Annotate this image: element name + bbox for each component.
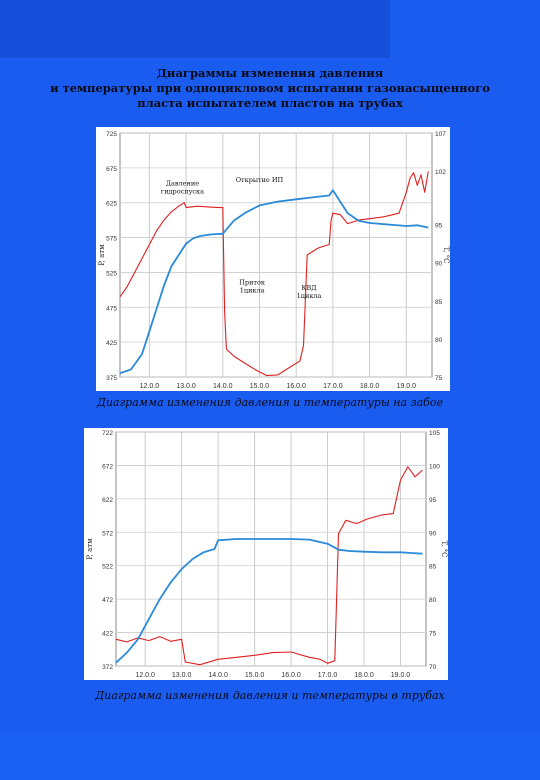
y2-tick-label: 70	[429, 664, 437, 671]
y-tick-label: 725	[106, 131, 117, 138]
plot-area	[115, 431, 427, 667]
y2-tick-label: 80	[435, 337, 443, 344]
y2-tick-label: 75	[429, 631, 437, 638]
x-tick-label: 12.0.0	[140, 383, 160, 390]
x-tick-label: 19.0.0	[397, 383, 417, 390]
y-tick-label: 522	[102, 564, 113, 571]
temperature-series-line	[119, 189, 429, 375]
y2-tick-label: 75	[435, 375, 443, 382]
x-tick-label: 14.0.0	[213, 383, 233, 390]
y2-tick-label: 102	[435, 169, 446, 176]
chart-annotation: Открытие ИП	[236, 176, 284, 184]
y2-tick-label: 107	[435, 131, 446, 138]
y2-tick-label: 90	[435, 261, 443, 268]
chart-annotation: Приток 1цикла	[239, 278, 265, 294]
x-tick-label: 18.0.0	[360, 383, 380, 390]
y2-tick-label: 100	[429, 463, 440, 470]
y-tick-label: 425	[106, 340, 117, 347]
bottom-decor-block	[0, 732, 540, 780]
y-tick-label: 722	[102, 430, 113, 437]
y-tick-label: 472	[102, 597, 113, 604]
y2-tick-label: 95	[435, 223, 443, 230]
title-line-1: Диаграммы изменения давления	[156, 66, 384, 80]
y2-tick-label: 90	[429, 530, 437, 537]
y-tick-label: 575	[106, 236, 117, 243]
top-decor-block	[0, 0, 390, 58]
chart-bottomhole: 12.0.0 13.0.0 14.0.0 15.0.0 16.0.0 17.0.0 18.0…	[96, 127, 450, 391]
x-tick-label: 19.0.0	[391, 672, 411, 679]
y-axis-label: P, атм	[86, 538, 94, 560]
x-tick-label: 12.0.0	[135, 672, 155, 679]
y-tick-label: 422	[102, 631, 113, 638]
x-tick-label: 18.0.0	[354, 672, 374, 679]
y-axis-label: P, атм	[98, 244, 106, 266]
x-tick-label: 17.0.0	[318, 672, 338, 679]
y2-axis-label: T, °C	[440, 541, 448, 558]
chart-bottomhole-svg: 12.0.0 13.0.0 14.0.0 15.0.0 16.0.0 17.0.0 18.0…	[98, 131, 450, 390]
pressure-series-line	[115, 466, 423, 666]
y-tick-label: 622	[102, 497, 113, 504]
title-line-3: пласта испытателем пластов на трубах	[137, 96, 403, 110]
y-tick-label: 372	[102, 664, 113, 671]
chart-tubing-svg: 12.0.0 13.0.0 14.0.0 15.0.0 16.0.0 17.0.0 18.0…	[86, 430, 448, 679]
y2-tick-label: 95	[429, 497, 437, 504]
plot-area	[119, 132, 433, 378]
y2-tick-label: 80	[429, 597, 437, 604]
chart-caption-tubing: Диаграмма изменения давления и температу…	[95, 689, 445, 702]
x-tick-label: 15.0.0	[245, 672, 265, 679]
y2-tick-label: 85	[435, 299, 443, 306]
y2-tick-label: 105	[429, 430, 440, 437]
temperature-series-line	[115, 538, 423, 664]
chart-annotation: КВД 1цикла	[297, 284, 322, 300]
pressure-series-line	[119, 171, 429, 377]
y2-tick-label: 85	[429, 564, 437, 571]
y-tick-label: 375	[106, 375, 117, 382]
y-tick-label: 625	[106, 201, 117, 208]
x-tick-label: 17.0.0	[323, 383, 343, 390]
chart-caption-bottomhole: Диаграмма изменения давления и температу…	[96, 396, 444, 409]
page-title: Диаграммы изменения давления и температу…	[20, 66, 520, 111]
y2-axis-label: T, °C	[442, 247, 450, 264]
x-tick-label: 15.0.0	[250, 383, 270, 390]
y-tick-label: 525	[106, 270, 117, 277]
x-tick-label: 14.0.0	[208, 672, 228, 679]
x-tick-label: 16.0.0	[286, 383, 306, 390]
title-line-2: и температуры при одноцикловом испытании…	[50, 81, 490, 95]
chart-tubing: 12.0.0 13.0.0 14.0.0 15.0.0 16.0.0 17.0.0 18.0…	[84, 428, 448, 680]
y-tick-label: 672	[102, 463, 113, 470]
chart-annotation: Давление гидроспуска	[161, 179, 204, 195]
y-tick-label: 675	[106, 166, 117, 173]
x-tick-label: 16.0.0	[281, 672, 301, 679]
x-tick-label: 13.0.0	[176, 383, 196, 390]
y-tick-label: 475	[106, 305, 117, 312]
y-tick-label: 572	[102, 530, 113, 537]
x-tick-label: 13.0.0	[172, 672, 192, 679]
